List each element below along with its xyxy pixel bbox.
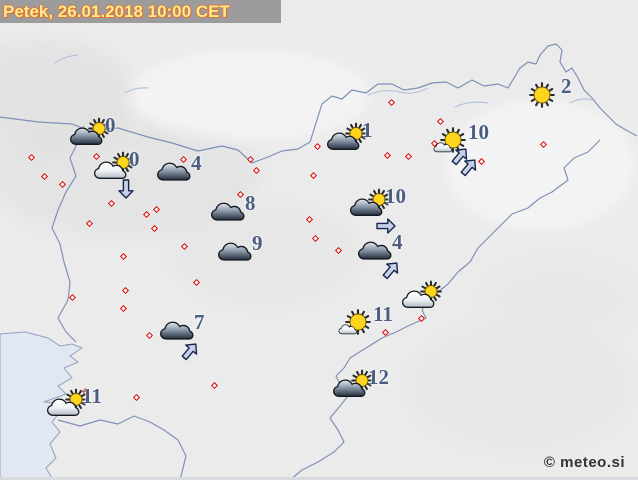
temperature-label: 0	[105, 112, 116, 137]
temperature-label: 7	[194, 310, 205, 334]
weather-station: 11	[338, 303, 393, 337]
cloud-icon	[358, 241, 392, 260]
temperature-label: 9	[252, 231, 263, 255]
temperature-label: 4	[392, 230, 403, 254]
temperature-label: 2	[561, 73, 572, 98]
wind-arrow-icon	[115, 178, 137, 200]
temperature-label: 0	[129, 146, 140, 171]
weather-station: 8	[209, 193, 256, 226]
temperature-label: 11	[373, 301, 393, 326]
wind-arrow-icon	[375, 215, 397, 237]
adriatic-sea	[0, 331, 84, 480]
cloud-icon	[211, 202, 245, 221]
wind-arrow-icon	[380, 259, 402, 281]
cloud-sun-white-icon	[402, 280, 442, 308]
weather-station: 9	[216, 233, 263, 266]
sun-icon	[529, 81, 555, 108]
weather-station: 0	[69, 114, 116, 148]
wind-arrow-icon	[449, 145, 471, 167]
cloud-sun-dark-icon	[327, 122, 367, 150]
weather-station: 12	[332, 366, 389, 400]
terrain-shading	[0, 40, 638, 450]
temperature-label: 10	[468, 119, 489, 144]
country-border	[0, 43, 638, 480]
weather-station: 4	[155, 153, 202, 186]
temperature-label: 4	[191, 151, 202, 175]
weather-station: 1	[326, 119, 373, 153]
temperature-label: 11	[82, 383, 102, 408]
weather-station: 7	[158, 312, 205, 345]
cloud-sun-dark-icon	[70, 117, 110, 145]
cloud-icon	[160, 321, 194, 340]
temperature-label: 1	[362, 117, 373, 142]
wind-arrow-icon	[458, 156, 480, 178]
cloud-icon	[157, 162, 191, 181]
weather-station: 4	[356, 232, 403, 265]
weather-station	[401, 280, 442, 311]
weather-station: 10	[433, 121, 489, 155]
cloud-icon	[218, 242, 252, 261]
cloud-sun-white-icon	[47, 388, 87, 416]
wind-arrow-icon	[179, 340, 201, 362]
weather-station: 0	[93, 148, 140, 182]
cloud-sun-white-icon	[94, 151, 134, 179]
cloud-sun-dark-icon	[350, 188, 390, 216]
map-title: Petek, 26.01.2018 10:00 CET	[3, 2, 230, 21]
weather-station: 2	[527, 75, 572, 109]
cloud-sun-dark-icon	[333, 369, 373, 397]
weather-station: 11	[46, 385, 102, 419]
attribution-label: © meteo.si	[543, 454, 625, 471]
map-bottom-edge	[0, 477, 638, 480]
river-lines	[54, 54, 593, 108]
title-bar: Petek, 26.01.2018 10:00 CET	[0, 0, 281, 23]
weather-station: 10	[349, 185, 406, 219]
sun-cloud-icon	[433, 126, 466, 153]
temperature-label: 8	[245, 191, 256, 215]
temperature-label: 12	[368, 364, 389, 389]
temperature-label: 10	[385, 183, 406, 208]
sun-cloud-icon	[338, 308, 371, 335]
